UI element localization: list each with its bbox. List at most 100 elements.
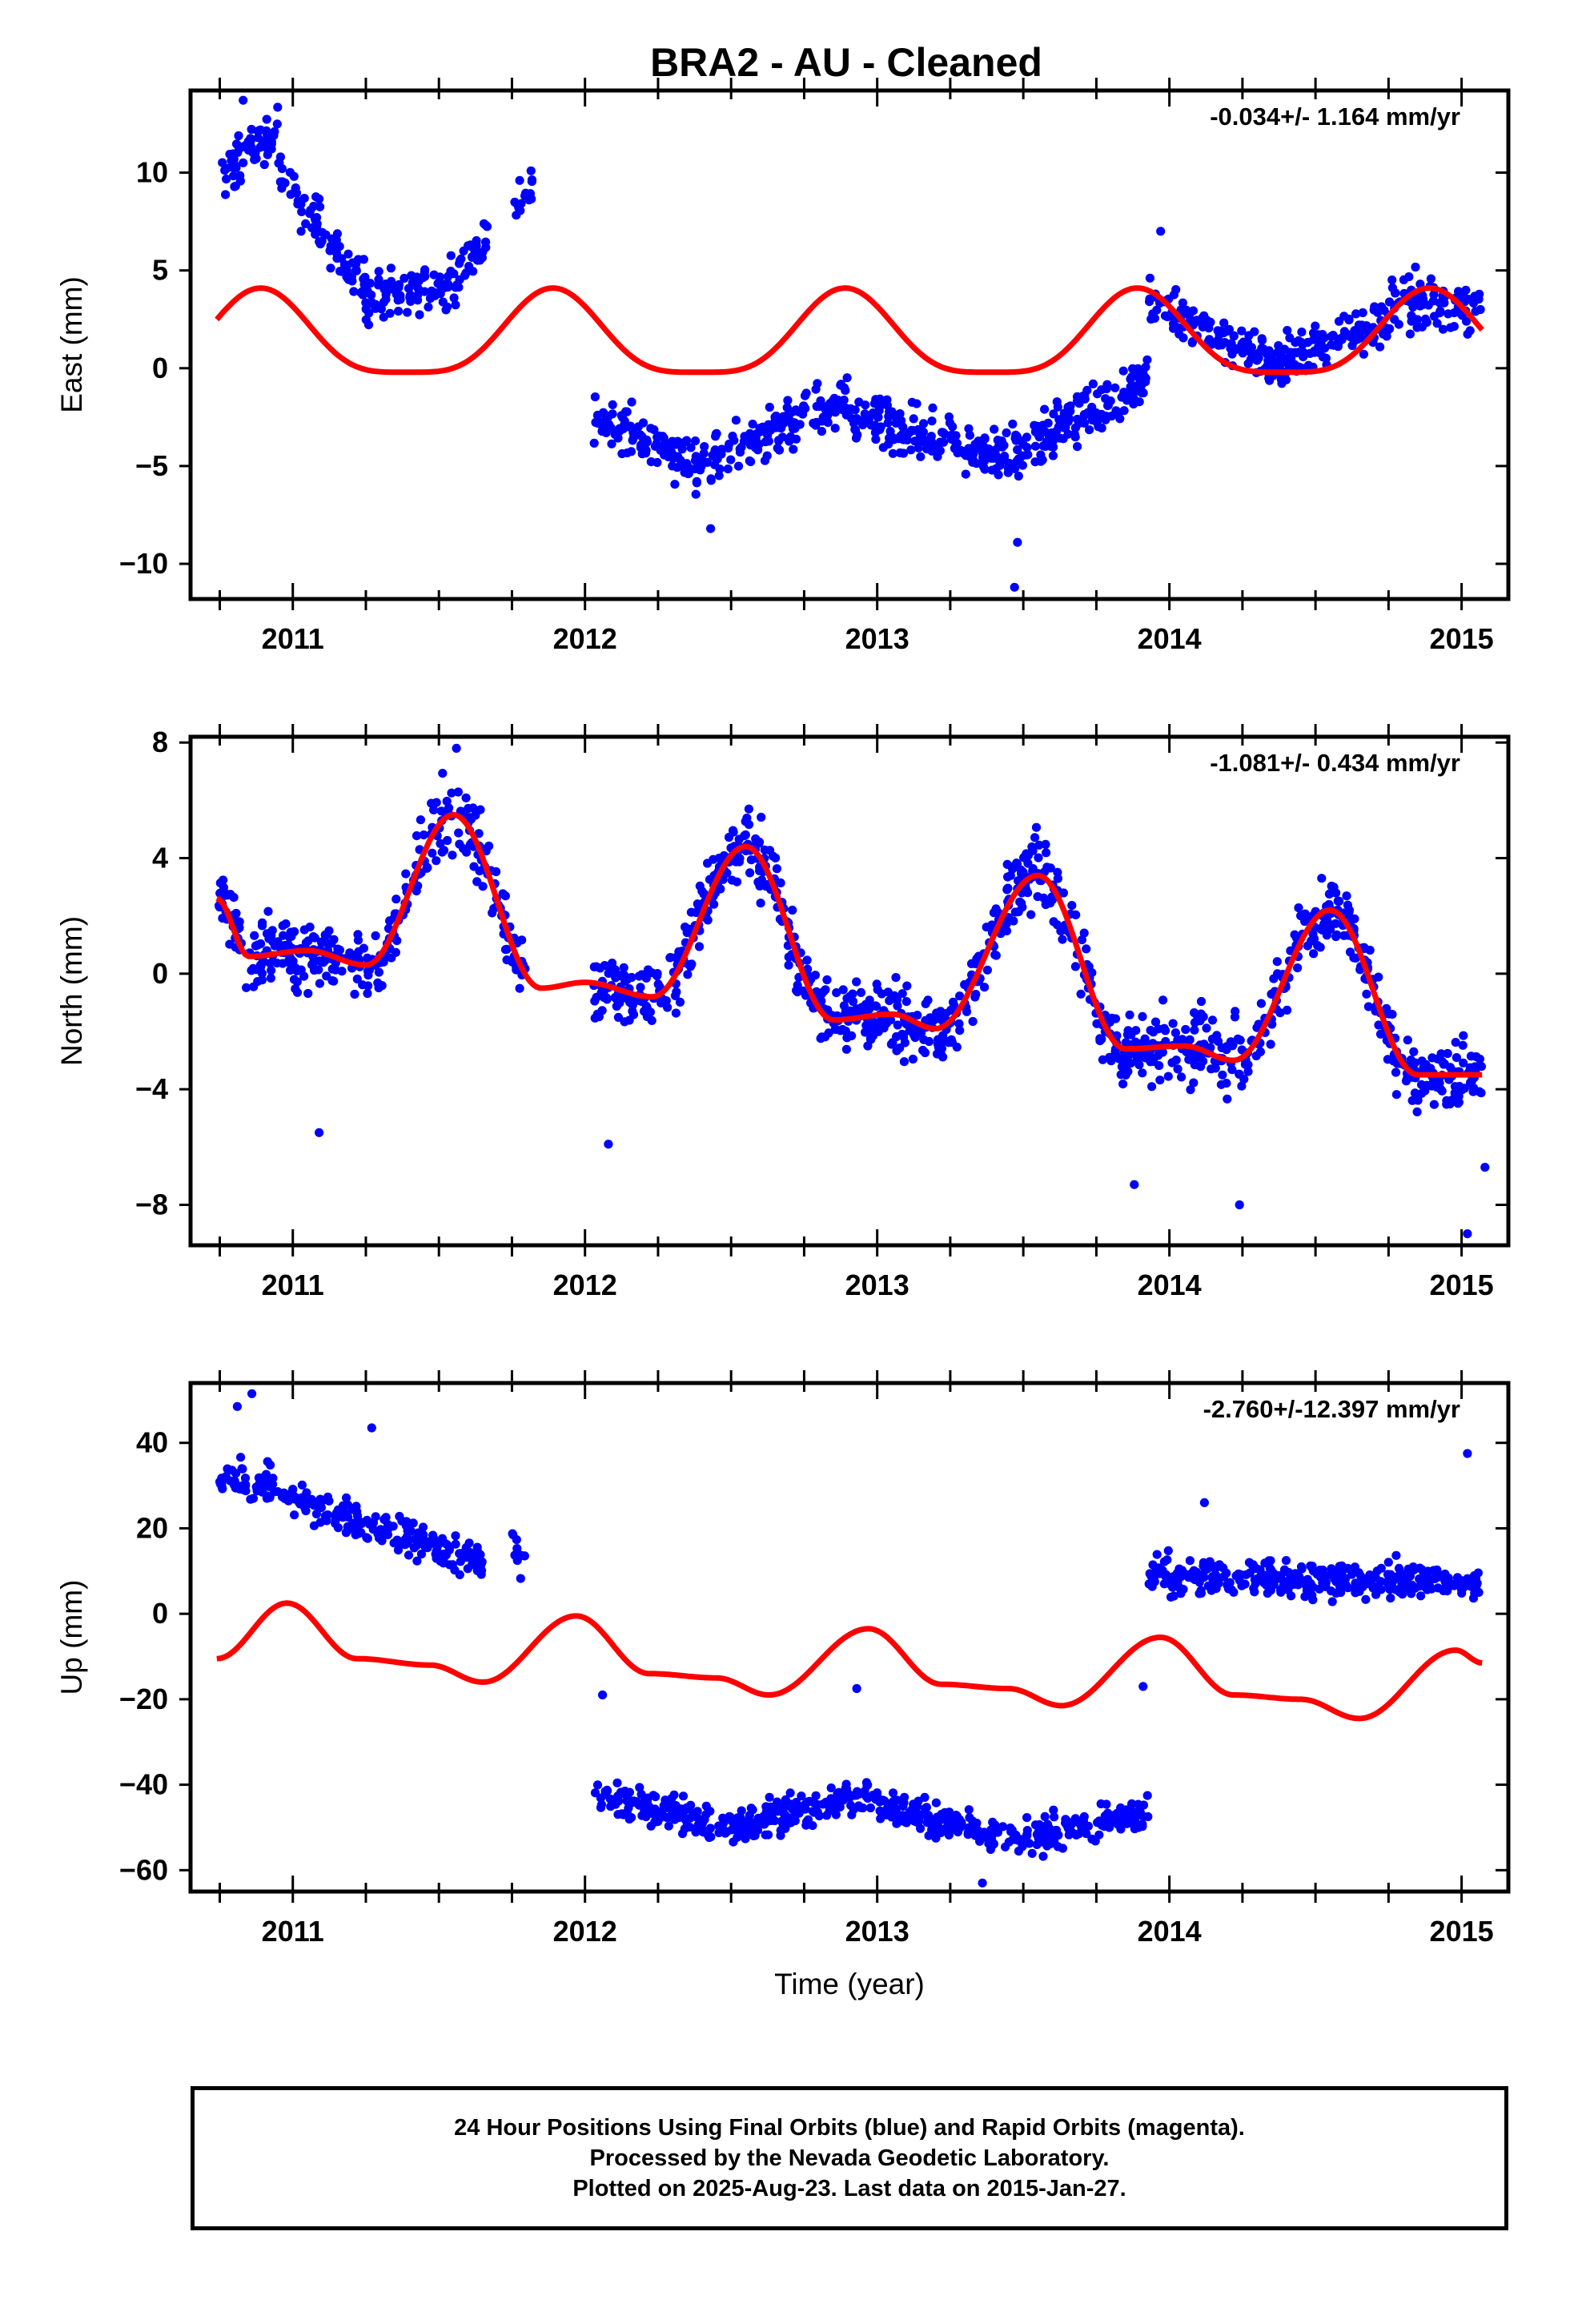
data-point bbox=[363, 953, 372, 963]
data-point bbox=[311, 1509, 321, 1519]
data-point bbox=[379, 312, 388, 322]
data-point bbox=[230, 1478, 239, 1487]
data-point bbox=[830, 424, 840, 433]
data-point bbox=[333, 1523, 343, 1533]
data-point bbox=[239, 95, 248, 105]
data-point bbox=[596, 1803, 606, 1812]
data-point bbox=[1437, 1056, 1447, 1066]
data-point bbox=[1227, 339, 1236, 348]
data-point bbox=[1403, 1580, 1414, 1590]
data-point bbox=[262, 1494, 271, 1503]
data-point bbox=[860, 409, 869, 419]
data-point bbox=[601, 428, 611, 438]
data-point bbox=[1095, 1034, 1105, 1043]
data-point bbox=[1439, 1586, 1448, 1595]
data-point bbox=[1138, 1011, 1147, 1021]
data-point bbox=[406, 296, 416, 306]
data-point bbox=[693, 899, 702, 909]
data-point bbox=[1102, 1799, 1111, 1809]
data-point bbox=[1386, 1593, 1395, 1603]
x-tick-label: 2015 bbox=[1430, 1269, 1494, 1301]
data-point bbox=[231, 908, 241, 919]
data-point bbox=[241, 1486, 251, 1496]
data-point bbox=[1472, 1580, 1481, 1590]
data-point bbox=[740, 432, 749, 441]
data-point bbox=[909, 1806, 918, 1815]
x-tick-label: 2012 bbox=[553, 1269, 617, 1301]
data-point bbox=[1219, 1572, 1229, 1582]
data-point bbox=[1013, 445, 1022, 455]
data-point bbox=[929, 1015, 938, 1025]
data-point bbox=[1098, 1055, 1107, 1064]
data-point bbox=[608, 400, 617, 409]
data-point bbox=[972, 459, 982, 468]
y-tick-label: 4 bbox=[152, 842, 168, 875]
data-point bbox=[1196, 996, 1207, 1007]
data-point bbox=[757, 812, 766, 822]
data-point bbox=[451, 1531, 460, 1541]
data-point bbox=[672, 987, 681, 997]
data-point bbox=[1287, 1591, 1296, 1601]
data-point bbox=[320, 1511, 330, 1521]
data-point bbox=[1098, 411, 1109, 421]
data-point bbox=[1135, 376, 1146, 385]
data-point bbox=[1429, 290, 1439, 300]
data-point bbox=[1468, 1087, 1478, 1096]
data-point bbox=[1014, 454, 1023, 464]
data-point bbox=[1118, 1080, 1128, 1089]
data-point bbox=[1116, 1070, 1126, 1080]
data-point bbox=[1087, 968, 1097, 978]
data-point bbox=[1042, 848, 1051, 858]
x-tick-label: 2013 bbox=[845, 1269, 909, 1301]
data-point bbox=[237, 1464, 247, 1474]
data-point bbox=[413, 881, 423, 891]
data-point bbox=[1061, 423, 1070, 432]
data-point bbox=[407, 271, 416, 280]
data-point bbox=[1031, 822, 1042, 832]
data-point bbox=[829, 1795, 839, 1804]
data-point bbox=[1317, 874, 1327, 883]
data-point bbox=[1126, 374, 1135, 384]
data-point bbox=[298, 1493, 307, 1502]
data-point bbox=[613, 1791, 623, 1801]
data-point bbox=[291, 963, 300, 973]
data-point bbox=[1443, 1048, 1452, 1059]
data-point bbox=[602, 993, 612, 1003]
data-point bbox=[1010, 582, 1019, 592]
data-point bbox=[765, 1792, 774, 1802]
data-point bbox=[1102, 384, 1111, 394]
data-point bbox=[734, 834, 744, 844]
data-point bbox=[961, 451, 970, 460]
data-point bbox=[783, 396, 793, 405]
data-point bbox=[779, 1809, 789, 1819]
data-point bbox=[599, 408, 608, 417]
y-axis-label: Up (mm) bbox=[55, 1580, 88, 1695]
data-point bbox=[673, 439, 683, 448]
data-point bbox=[850, 424, 860, 434]
data-point bbox=[1149, 1056, 1158, 1067]
data-point bbox=[322, 938, 331, 947]
data-point bbox=[335, 242, 344, 251]
data-point bbox=[877, 1807, 887, 1817]
data-point bbox=[1006, 1827, 1016, 1836]
data-point bbox=[628, 1798, 637, 1807]
data-point bbox=[831, 402, 841, 412]
data-point bbox=[1018, 460, 1027, 470]
data-point bbox=[1041, 900, 1050, 910]
data-point bbox=[461, 1542, 471, 1553]
data-point bbox=[1257, 336, 1267, 345]
data-point bbox=[919, 419, 929, 428]
data-point bbox=[440, 846, 449, 855]
data-point bbox=[1463, 1229, 1472, 1239]
data-point bbox=[1335, 896, 1344, 906]
data-point bbox=[231, 139, 242, 149]
data-point bbox=[678, 1791, 689, 1801]
data-point bbox=[761, 1815, 771, 1824]
data-point bbox=[791, 1798, 801, 1807]
data-point bbox=[991, 451, 1001, 460]
data-point bbox=[219, 887, 230, 898]
data-point bbox=[221, 190, 231, 199]
data-point bbox=[850, 405, 860, 415]
data-point bbox=[604, 1140, 613, 1149]
data-point bbox=[1391, 1090, 1401, 1100]
